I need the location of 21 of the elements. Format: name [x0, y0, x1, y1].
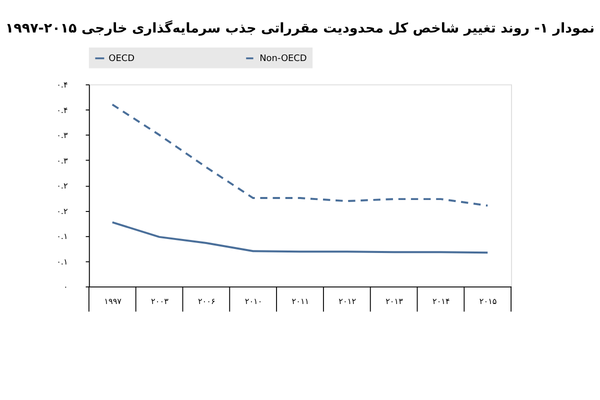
x-tick-label: ۲۰۱۵ [479, 296, 497, 306]
y-tick-label: ۰.۱ [56, 256, 68, 266]
x-tick-label: ۱۹۹۷ [104, 296, 122, 306]
y-tick-label: ۰.۱ [56, 231, 68, 242]
x-tick-label: ۲۰۰۶ [198, 296, 216, 306]
x-tick-label: ۲۰۱۰ [244, 296, 262, 306]
y-tick-label: ۰.۲ [56, 180, 68, 191]
x-tick-label: ۲۰۱۳ [386, 296, 404, 306]
y-tick-label: ۰.۴ [56, 80, 68, 90]
x-tick-label: ۲۰۱۴ [432, 296, 450, 306]
y-tick-label: ۰.۳ [56, 130, 68, 140]
legend-label: Non-OECD [260, 54, 307, 64]
y-tick-label: ۰.۲ [56, 206, 68, 216]
y-tick-label: ۰.۳ [56, 155, 68, 166]
x-tick-label: ۲۰۰۳ [151, 296, 170, 306]
chart-title: نمودار ۱- روند تغییر شاخص کل محدودیت مقرراتی جذب سرمایه‌گذاری خارجی ۲۰۱۵-۱۹۹۷ [5, 19, 595, 36]
x-tick-label: ۲۰۱۱ [292, 296, 310, 306]
y-tick-label: ۰ [63, 282, 68, 292]
y-tick-label: ۰.۴ [56, 104, 68, 115]
legend-label: OECD [108, 54, 135, 64]
x-tick-label: ۲۰۱۲ [338, 296, 356, 306]
